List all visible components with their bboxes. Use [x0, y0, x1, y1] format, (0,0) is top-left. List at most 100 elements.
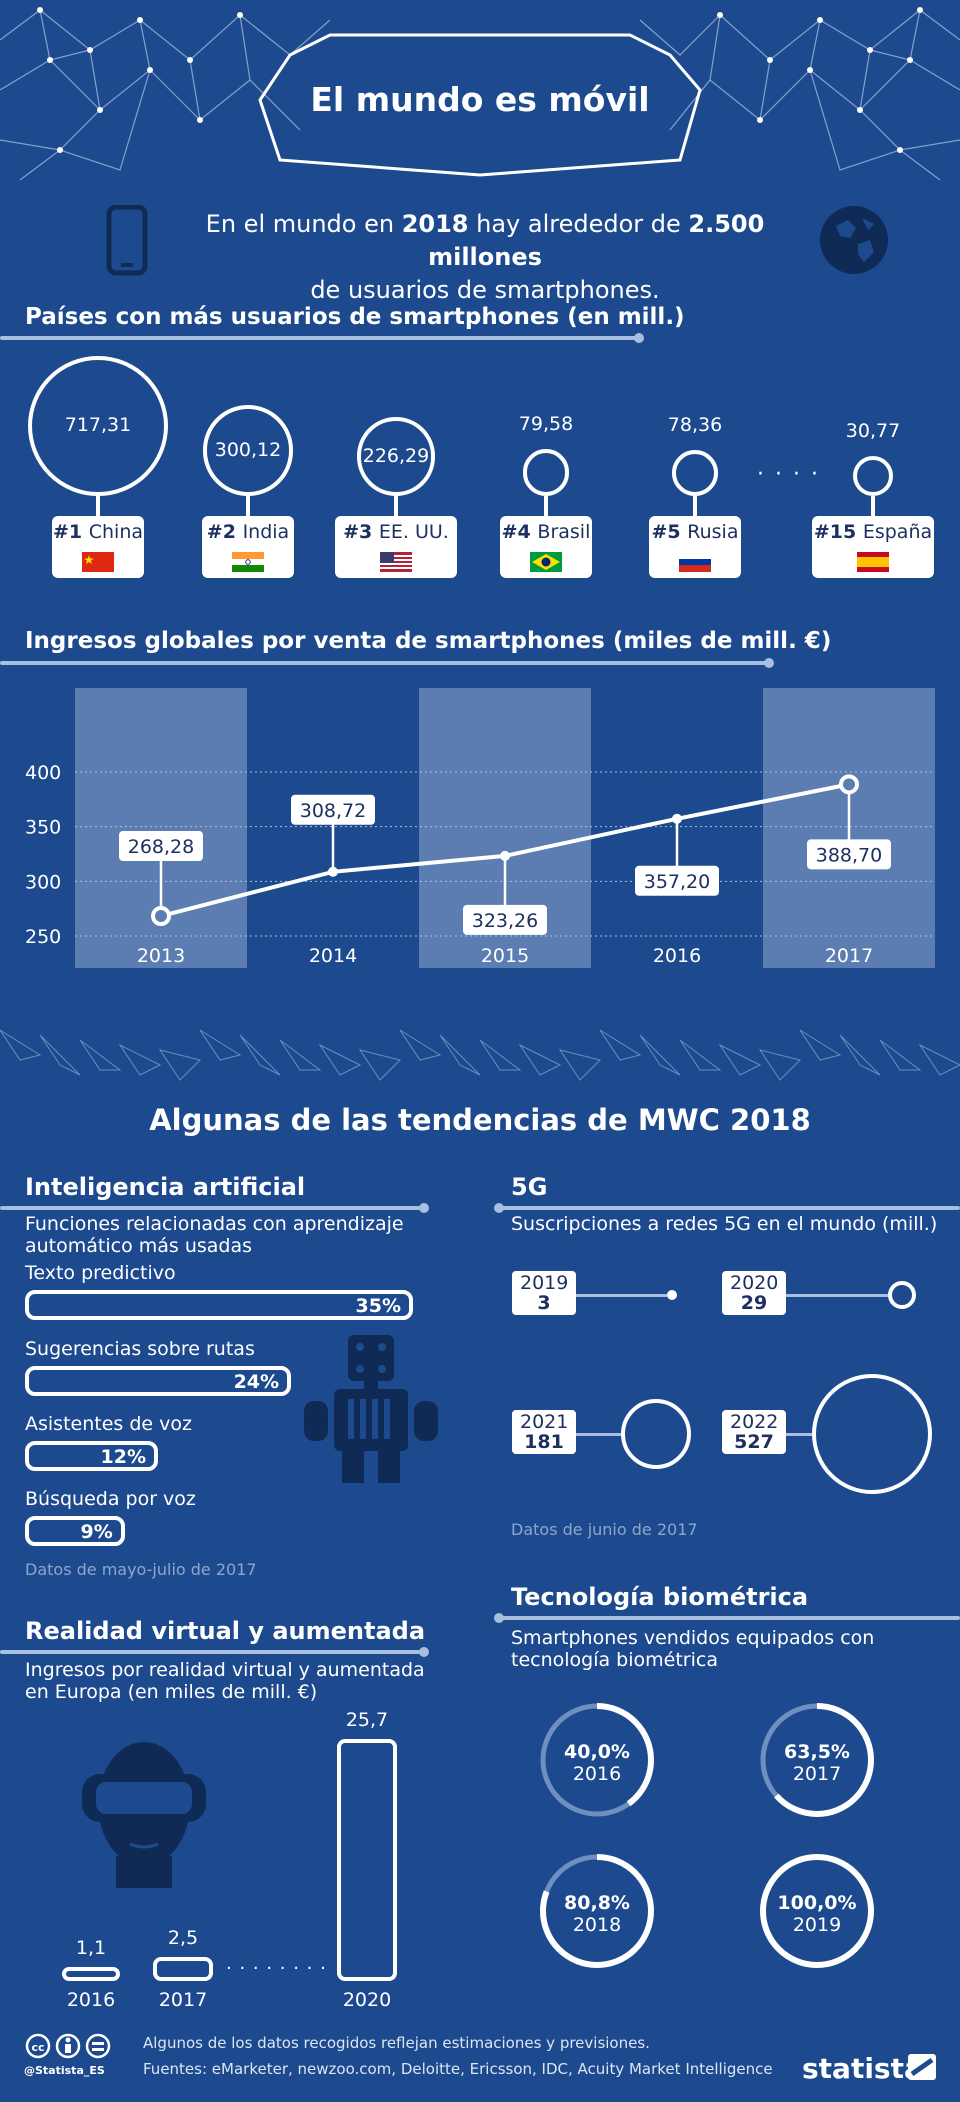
fiveg-value: 29 — [740, 1292, 768, 1314]
country-connector — [246, 496, 250, 516]
vr-title: Realidad virtual y aumentada — [25, 1617, 426, 1645]
revenue-title-dot — [764, 658, 774, 668]
ai-bar: 35% — [25, 1290, 413, 1320]
ai-bar: 9% — [25, 1516, 125, 1546]
headline: En el mundo en 2018 hay alrededor de 2.5… — [150, 208, 820, 307]
country-rank: #3 — [343, 521, 379, 543]
flag-icon — [530, 552, 562, 572]
fiveg-title: 5G — [511, 1173, 548, 1201]
revenue-line-chart: 400 350 300 250 268,28 2013 308,72 2014 323,26 20… — [25, 688, 935, 968]
vr-value-label: 25,7 — [345, 1709, 389, 1731]
fiveg-connector — [576, 1294, 667, 1297]
ai-bar-label: Texto predictivo — [25, 1262, 176, 1284]
biometric-donut-charts: 40,0%2016 63,5%2017 80,8%2018 100,0%2019 — [540, 1703, 874, 1968]
fiveg-value: 3 — [537, 1292, 551, 1314]
country-rank: #1 — [52, 521, 89, 543]
x-tick-label: 2017 — [825, 945, 873, 967]
vr-title-dot — [419, 1647, 429, 1657]
statista-logo-icon — [908, 2054, 936, 2080]
data-point — [672, 813, 682, 824]
fiveg-circle — [620, 1398, 692, 1470]
countries-title: Países con más usuarios de smartphones (… — [25, 304, 685, 330]
vr-title-underline — [0, 1650, 425, 1654]
x-tick-label: 2013 — [137, 945, 185, 967]
data-point — [839, 774, 859, 795]
data-label: 388,70 — [816, 844, 882, 866]
countries-ellipsis: · · · · — [757, 462, 820, 487]
data-label-box — [291, 794, 375, 825]
vr-year-label: 2020 — [342, 1989, 392, 2011]
country-name-text: China — [88, 521, 144, 543]
mwc-title: Algunas de las tendencias de MWC 2018 — [149, 1103, 811, 1137]
country-name-text: Rusia — [687, 521, 739, 543]
data-label-box — [635, 865, 719, 896]
data-label: 357,20 — [644, 871, 710, 893]
donut-year-label: 2018 — [573, 1914, 621, 1936]
data-label-box — [807, 839, 891, 870]
donut-year-label: 2016 — [573, 1763, 621, 1785]
country-name: #15 España — [812, 521, 934, 543]
donut-percent-label: 100,0% — [777, 1892, 856, 1914]
bio-title-underline — [500, 1616, 960, 1620]
fiveg-year: 2021 — [520, 1411, 569, 1433]
data-label: 308,72 — [300, 800, 366, 822]
country-name-text: Brasil — [537, 521, 591, 543]
vr-headset-icon — [82, 1742, 206, 1888]
country-value-label: 717,31 — [64, 414, 132, 436]
vr-ellipsis: · · · · · · · · — [226, 1958, 327, 1979]
country-name-text: India — [242, 521, 290, 543]
country-connector — [544, 496, 548, 516]
fiveg-year: 2022 — [730, 1411, 779, 1433]
page-title: El mundo es móvil — [310, 80, 650, 119]
separator-mesh — [0, 1029, 960, 1081]
footer-handle: @Statista_ES — [24, 2064, 105, 2077]
vr-value-label: 1,1 — [75, 1937, 107, 1959]
fiveg-title-dot — [494, 1203, 504, 1213]
donut-year-label: 2017 — [793, 1763, 841, 1785]
flag-icon — [679, 552, 711, 572]
cc-license-icons: cc — [25, 2033, 111, 2059]
country-rank: #2 — [206, 521, 243, 543]
ai-bar: 24% — [25, 1366, 292, 1396]
fiveg-circle — [887, 1280, 917, 1310]
country-value-label: 79,58 — [518, 413, 574, 436]
data-point — [500, 850, 510, 861]
country-rank: #15 — [813, 521, 863, 543]
statista-logo-text: statista — [802, 2052, 923, 2085]
country-value-label: 226,29 — [362, 444, 430, 467]
country-card: #5 Rusia — [649, 516, 741, 578]
ai-bar-label: Búsqueda por voz — [25, 1488, 196, 1510]
headline-amount: 2.500 millones — [428, 210, 765, 271]
country-value-label: 78,36 — [667, 413, 723, 436]
country-connector — [394, 496, 398, 516]
fiveg-subtitle: Suscripciones a redes 5G en el mundo (mi… — [511, 1213, 938, 1235]
country-name: #1 China — [52, 521, 144, 543]
country-card: #4 Brasil — [500, 516, 592, 578]
data-label: 323,26 — [472, 910, 538, 932]
data-label-box — [119, 831, 203, 862]
country-card: #2 India — [202, 516, 294, 578]
data-label-box — [463, 904, 547, 935]
x-tick-label: 2015 — [481, 945, 529, 967]
vr-year-label: 2017 — [158, 1989, 208, 2011]
ai-title-dot — [419, 1203, 429, 1213]
flag-icon — [857, 552, 889, 572]
country-rank: #5 — [651, 521, 688, 543]
globe-icon — [820, 206, 888, 274]
country-value-label: 30,77 — [845, 420, 901, 442]
country-name: #5 Rusia — [649, 521, 741, 543]
fiveg-label-box: 2022 527 — [722, 1410, 786, 1454]
revenue-title: Ingresos globales por venta de smartphon… — [25, 628, 832, 654]
country-value-label: 300,12 — [214, 438, 282, 461]
fiveg-label-box: 2019 3 — [512, 1271, 576, 1315]
countries-title-dot — [634, 333, 644, 343]
country-card: #15 España — [812, 516, 934, 578]
fiveg-value: 527 — [734, 1431, 774, 1453]
country-bubble — [853, 456, 893, 496]
donut-percent-label: 63,5% — [784, 1741, 850, 1763]
fiveg-label-box: 2020 29 — [722, 1271, 786, 1315]
country-name: #4 Brasil — [500, 521, 592, 543]
y-tick-label: 300 — [25, 871, 61, 893]
fiveg-circle — [667, 1290, 677, 1300]
revenue-title-underline — [0, 661, 770, 665]
